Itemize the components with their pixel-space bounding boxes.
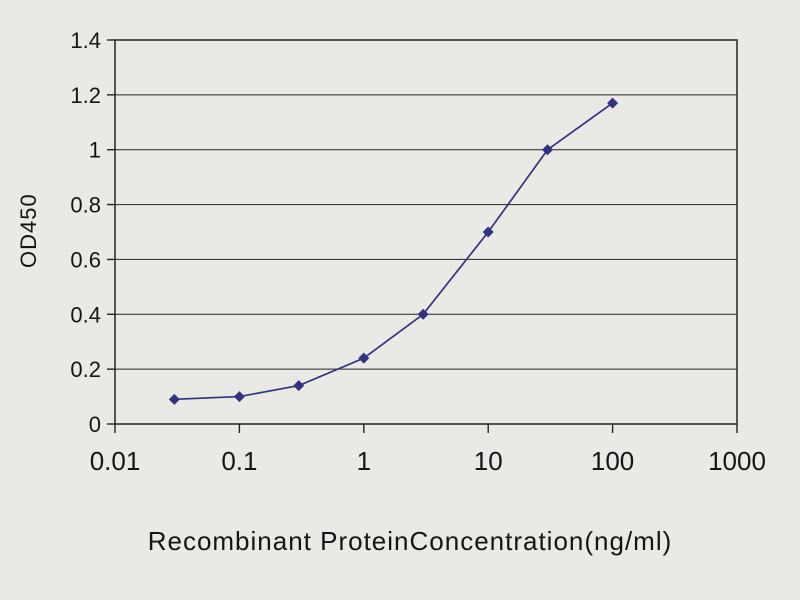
y-tick-label: 0.2 (70, 357, 101, 382)
y-tick-label: 0.8 (70, 193, 101, 218)
y-tick-label: 0.6 (70, 247, 101, 272)
data-point-marker (293, 380, 305, 392)
data-point-marker (607, 97, 619, 109)
series-line (174, 102, 614, 401)
data-point-marker (358, 352, 370, 364)
data-point-marker (417, 308, 429, 320)
y-tick-label: 1.4 (70, 28, 101, 53)
x-tick-label: 0.01 (90, 446, 141, 476)
x-axis-label: Recombinant ProteinConcentration(ng/ml) (147, 526, 673, 556)
y-tick-label: 0 (89, 412, 101, 437)
y-tick-label: 1.2 (70, 83, 101, 108)
x-tick-label: 0.1 (221, 446, 257, 476)
data-point-marker (482, 226, 494, 238)
x-tick-label: 100 (591, 446, 634, 476)
x-tick-label: 10 (474, 446, 503, 476)
data-point-marker (542, 144, 554, 156)
data-point-marker (168, 393, 180, 405)
x-tick-label: 1 (357, 446, 371, 476)
y-axis-label: OD450 (16, 193, 41, 268)
plot-border (114, 39, 738, 425)
y-tick-label: 1 (89, 138, 101, 163)
data-point-marker (233, 391, 245, 403)
x-tick-label: 1000 (708, 446, 766, 476)
y-tick-label: 0.4 (70, 302, 101, 327)
